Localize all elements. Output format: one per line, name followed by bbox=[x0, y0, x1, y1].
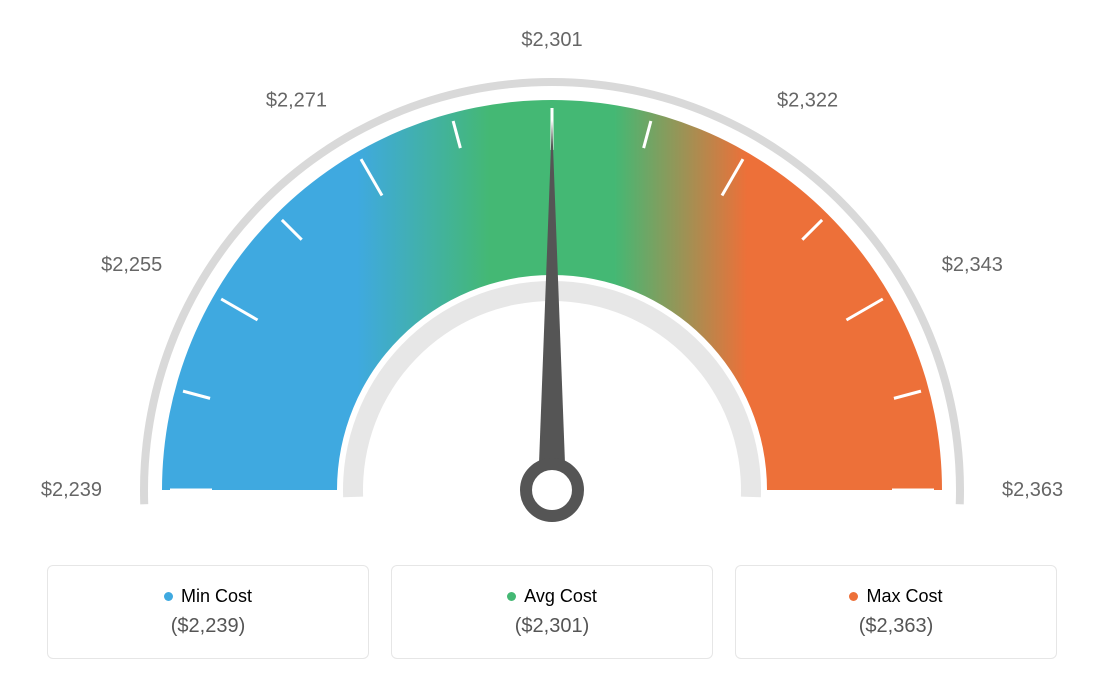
gauge-wrapper: $2,239 $2,255 $2,271 $2,301 $2,322 $2,343 $2,3… bbox=[0, 0, 1104, 560]
avg-cost-title: Avg Cost bbox=[507, 586, 597, 607]
gauge-tick-label: $2,301 bbox=[521, 29, 582, 51]
max-cost-title: Max Cost bbox=[849, 586, 942, 607]
avg-dot-icon bbox=[507, 592, 516, 601]
avg-cost-card: Avg Cost ($2,301) bbox=[391, 565, 713, 659]
min-cost-title: Min Cost bbox=[164, 586, 252, 607]
max-cost-card: Max Cost ($2,363) bbox=[735, 565, 1057, 659]
gauge-tick-label: $2,255 bbox=[101, 254, 162, 276]
max-cost-value: ($2,363) bbox=[859, 615, 934, 638]
gauge-tick-label: $2,363 bbox=[1002, 479, 1063, 501]
gauge-tick-label: $2,322 bbox=[777, 89, 838, 111]
gauge-tick-label: $2,343 bbox=[942, 254, 1003, 276]
gauge-svg: $2,239 $2,255 $2,271 $2,301 $2,322 $2,343 $2,3… bbox=[0, 0, 1104, 560]
min-dot-icon bbox=[164, 592, 173, 601]
max-dot-icon bbox=[849, 592, 858, 601]
avg-cost-value: ($2,301) bbox=[515, 615, 590, 638]
min-cost-card: Min Cost ($2,239) bbox=[47, 565, 369, 659]
gauge-tick-label: $2,239 bbox=[41, 479, 102, 501]
gauge-tick-label: $2,271 bbox=[266, 89, 327, 111]
summary-cards: Min Cost ($2,239) Avg Cost ($2,301) Max … bbox=[0, 565, 1104, 659]
max-cost-label: Max Cost bbox=[866, 586, 942, 607]
avg-cost-label: Avg Cost bbox=[524, 586, 597, 607]
min-cost-label: Min Cost bbox=[181, 586, 252, 607]
gauge-chart-container: $2,239 $2,255 $2,271 $2,301 $2,322 $2,343 $2,3… bbox=[0, 0, 1104, 690]
min-cost-value: ($2,239) bbox=[171, 615, 246, 638]
